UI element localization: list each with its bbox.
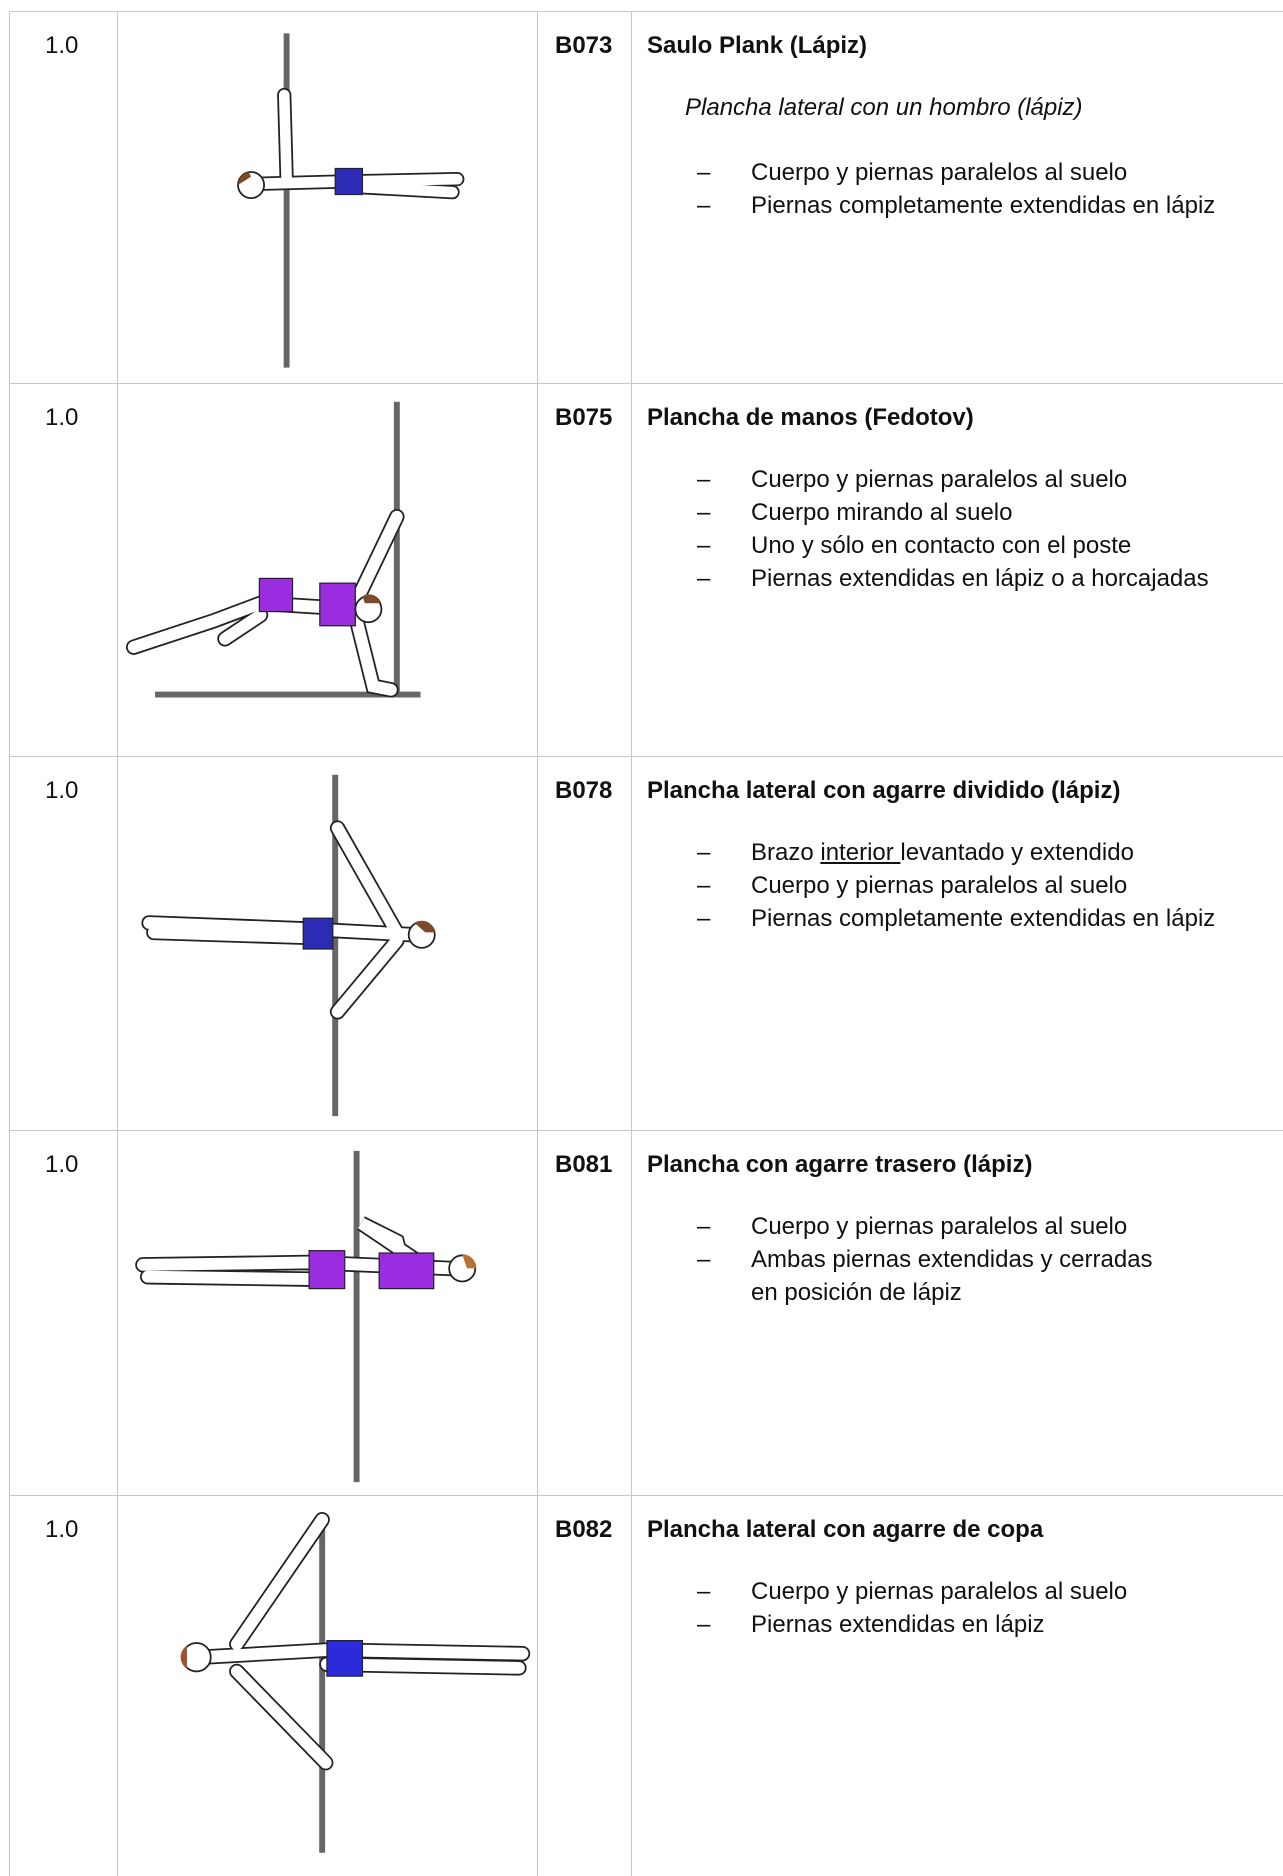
bullet-marker: – <box>697 532 711 559</box>
score: 1.0 <box>45 32 79 59</box>
code: B081 <box>555 1151 613 1178</box>
score: 1.0 <box>45 404 79 431</box>
bullet-text: Cuerpo mirando al suelo <box>751 499 1013 526</box>
subtitle: Plancha lateral con un hombro (lápiz) <box>685 94 1083 121</box>
bullet-text: Ambas piernas extendidas y cerradas <box>751 1246 1153 1273</box>
code: B075 <box>555 404 613 431</box>
bullet-text: Cuerpo y piernas paralelos al suelo <box>751 466 1128 493</box>
bullet-marker: – <box>697 192 711 219</box>
bullet-text: Piernas extendidas en lápiz o a horcajad… <box>751 565 1209 592</box>
score: 1.0 <box>45 777 79 804</box>
underlined-text: interior <box>820 839 901 866</box>
bullet-text: Cuerpo y piernas paralelos al suelo <box>751 159 1128 186</box>
bullet-marker: – <box>697 499 711 526</box>
code: B082 <box>555 1516 613 1543</box>
code: B078 <box>555 777 613 804</box>
score: 1.0 <box>45 1516 79 1543</box>
code: B073 <box>555 32 613 59</box>
bullet-text: Cuerpo y piernas paralelos al suelo <box>751 1578 1128 1605</box>
bullet-marker: – <box>697 565 711 592</box>
bullet-marker: – <box>697 1213 711 1240</box>
table-row: 1.0 B082 Plancha lateral con agarre de c… <box>9 1495 1283 1876</box>
bullet-text: Cuerpo y piernas paralelos al suelo <box>751 872 1128 899</box>
illustration <box>237 33 465 368</box>
table-row: 1.0 B078 Plancha lateral con agarre divi… <box>9 756 1283 1131</box>
bullet-marker: – <box>697 159 711 186</box>
bullet-text: Piernas completamente extendidas en lápi… <box>751 192 1216 219</box>
table-row: 1.0 B073 Saulo Plank (Lápiz) Plancha lat… <box>9 11 1283 384</box>
illustration <box>135 1150 477 1483</box>
element-title: Plancha lateral con agarre de copa <box>647 1516 1044 1543</box>
bullet-marker: – <box>697 1611 711 1638</box>
bullet-marker: – <box>697 1246 711 1273</box>
text-segment: levantado y extendido <box>900 839 1134 866</box>
bullet-marker: – <box>697 905 711 932</box>
bullet-marker: – <box>697 839 711 866</box>
illustration <box>180 1512 531 1853</box>
illustration <box>125 401 421 698</box>
bullet-marker: – <box>697 1578 711 1605</box>
bullet-text: Uno y sólo en contacto con el poste <box>751 532 1132 559</box>
bullet-text: en posición de lápiz <box>751 1279 962 1306</box>
bullet-text: Piernas extendidas en lápiz <box>751 1611 1045 1638</box>
table-row: 1.0 B081 Plancha con agarre trasero (láp… <box>9 1130 1283 1496</box>
bullet-marker: – <box>697 872 711 899</box>
illustration <box>141 774 436 1117</box>
bullet-text: Piernas completamente extendidas en lápi… <box>751 905 1216 932</box>
score: 1.0 <box>45 1151 79 1178</box>
text-segment: Brazo <box>751 839 821 866</box>
bullet-text: Cuerpo y piernas paralelos al suelo <box>751 1213 1128 1240</box>
bullet-text: Brazo interior levantado y extendido <box>751 836 1134 869</box>
element-title: Plancha con agarre trasero (lápiz) <box>647 1151 1033 1178</box>
element-title: Plancha de manos (Fedotov) <box>647 404 974 431</box>
element-title: Plancha lateral con agarre dividido (láp… <box>647 777 1121 804</box>
bullet-marker: – <box>697 466 711 493</box>
table-row: 1.0 B075 Plancha de manos (Fedotov) – Cue… <box>9 383 1283 757</box>
element-title: Saulo Plank (Lápiz) <box>647 32 868 59</box>
